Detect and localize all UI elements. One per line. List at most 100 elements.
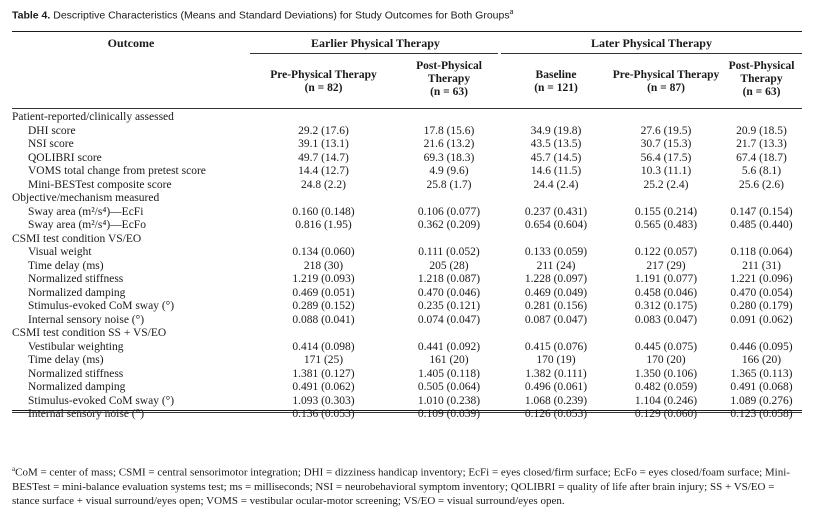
table-cell: 45.7 (14.5)	[530, 151, 582, 164]
table-cell: 5.6 (8.1)	[741, 165, 782, 177]
section-label: CSMI test condition SS + VS/EO	[12, 327, 167, 339]
table-cell: 34.9 (19.8)	[530, 124, 582, 137]
table-cell: 0.109 (0.039)	[417, 408, 481, 420]
row-label: Vestibular weighting	[28, 340, 124, 353]
table-cell: 1.381 (0.127)	[292, 367, 355, 380]
table-cell: 0.122 (0.057)	[634, 246, 698, 258]
table-cell: 0.565 (0.483)	[634, 219, 698, 231]
col-header-label-line2: Therapy	[740, 73, 783, 85]
table-cell: 4.9 (9.6)	[429, 165, 469, 177]
table-cell: 17.8 (15.6)	[423, 124, 475, 137]
table-cell: 20.9 (18.5)	[736, 124, 787, 137]
table-cell: 24.4 (2.4)	[533, 178, 579, 191]
table-cell: 0.106 (0.077)	[417, 205, 481, 218]
table-cell: 0.470 (0.054)	[730, 286, 793, 299]
row-label: Normalized damping	[28, 286, 126, 299]
table-cell: 170 (19)	[536, 354, 576, 366]
row-label: Normalized stiffness	[28, 273, 124, 285]
section-label: Patient-reported/clinically assessed	[12, 111, 174, 123]
table-cell: 0.469 (0.049)	[524, 286, 588, 299]
table-cell: 161 (20)	[429, 354, 469, 366]
row-label: Sway area (m²/s⁴)—EcFo	[28, 219, 146, 231]
table-cell: 0.155 (0.214)	[634, 205, 698, 218]
table-cell: 0.505 (0.064)	[417, 381, 481, 393]
table-cell: 69.3 (18.3)	[423, 151, 475, 164]
row-label: Normalized stiffness	[28, 367, 124, 380]
col-header-n: (n = 121)	[534, 82, 578, 94]
table-cell: 27.6 (19.5)	[640, 124, 692, 137]
section-row: CSMI test condition SS + VS/EO	[12, 327, 802, 341]
table-cell: 0.446 (0.095)	[730, 340, 793, 353]
table-row: QOLIBRI score 49.7 (14.7) 69.3 (18.3) 45.7 …	[12, 152, 802, 166]
col-header-later-post: Post-Physical Therapy (n = 63)	[721, 60, 802, 99]
table-cell: 21.6 (13.2)	[423, 138, 475, 150]
table-cell: 25.6 (2.6)	[738, 178, 785, 191]
table-cell: 0.289 (0.152)	[292, 300, 355, 312]
bottom-rule-2	[12, 412, 802, 413]
group-rule-later	[501, 53, 802, 54]
bottom-rule	[12, 410, 802, 411]
table-cell: 0.091 (0.062)	[730, 313, 793, 326]
table-cell: 29.2 (17.6)	[298, 124, 349, 137]
row-label: Normalized damping	[28, 381, 126, 393]
table-cell: 0.088 (0.041)	[292, 313, 355, 326]
table-row: Normalized stiffness 1.219 (0.093) 1.218 (…	[12, 273, 802, 287]
section-label: Objective/mechanism measured	[12, 192, 160, 204]
table-cell: 170 (20)	[646, 354, 686, 366]
table-cell: 211 (24)	[536, 259, 576, 272]
table-row: Vestibular weighting 0.414 (0.098) 0.441 (…	[12, 341, 802, 355]
group-header-later: Later Physical Therapy	[591, 36, 712, 50]
table-cell: 0.654 (0.604)	[524, 219, 588, 231]
table-cell: 1.228 (0.097)	[524, 273, 588, 285]
table-cell: 25.2 (2.4)	[643, 178, 689, 191]
table-cell: 0.111 (0.052)	[418, 246, 480, 258]
col-header-label: Pre-Physical Therapy	[270, 69, 377, 81]
table-row: Normalized damping 0.469 (0.051) 0.470 (0.…	[12, 287, 802, 301]
table-row: Internal sensory noise (°) 0.088 (0.041) 0…	[12, 314, 802, 328]
col-header-label: Post-Physical	[728, 60, 795, 72]
section-row: Patient-reported/clinically assessed	[12, 111, 802, 125]
table-cell: 171 (25)	[303, 354, 344, 366]
col-header-later-baseline: Baseline (n = 121)	[501, 69, 611, 95]
caption-footnote-marker: a	[509, 9, 514, 16]
table-row: Time delay (ms) 218 (30) 205 (28) 211 (24) 2…	[12, 260, 802, 274]
section-row: CSMI test condition VS/EO	[12, 233, 802, 247]
col-header-later-pre: Pre-Physical Therapy (n = 87)	[593, 69, 739, 95]
col-header-label: Post-Physical	[416, 60, 482, 72]
table-cell: 0.087 (0.047)	[524, 313, 588, 326]
table-cell: 211 (31)	[742, 259, 781, 272]
outcome-header: Outcome	[107, 36, 155, 50]
table-cell: 1.089 (0.276)	[730, 394, 793, 407]
table-cell: 0.118 (0.064)	[730, 246, 793, 258]
table-cell: 1.068 (0.239)	[524, 394, 588, 407]
table-cell: 14.4 (12.7)	[298, 165, 349, 177]
section-row: Objective/mechanism measured	[12, 192, 802, 206]
table-cell: 0.083 (0.047)	[634, 313, 698, 326]
table-cell: 0.415 (0.076)	[524, 340, 588, 353]
table-cell: 0.160 (0.148)	[292, 205, 355, 218]
top-rule	[12, 31, 802, 32]
table-cell: 1.218 (0.087)	[417, 273, 481, 285]
group-rule-earlier	[250, 53, 498, 54]
table-cell: 56.4 (17.5)	[640, 151, 692, 164]
table-cell: 0.496 (0.061)	[524, 381, 588, 393]
table-row: Normalized damping 0.491 (0.062) 0.505 (0.…	[12, 381, 802, 395]
table-cell: 25.8 (1.7)	[426, 178, 472, 191]
table-cell: 217 (29)	[646, 259, 686, 272]
col-header-label-line2: Therapy	[427, 73, 471, 85]
group-header-earlier: Earlier Physical Therapy	[311, 36, 440, 50]
table-cell: 43.5 (13.5)	[530, 138, 582, 150]
table-row: Stimulus-evoked CoM sway (°) 1.093 (0.303…	[12, 395, 802, 409]
table-cell: 10.3 (11.1)	[640, 165, 692, 177]
row-label: DHI score	[28, 124, 76, 137]
table-cell: 205 (28)	[429, 259, 469, 272]
table-cell: 0.445 (0.075)	[634, 340, 698, 353]
table-cell: 1.010 (0.238)	[417, 394, 481, 407]
row-label: Visual weight	[28, 246, 92, 258]
col-header-earlier-pre: Pre-Physical Therapy (n = 82)	[250, 69, 397, 95]
table-cell: 0.485 (0.440)	[730, 219, 793, 231]
table-row: Visual weight 0.134 (0.060) 0.111 (0.052) 0…	[12, 246, 802, 260]
row-label: Stimulus-evoked CoM sway (°)	[28, 394, 175, 407]
table-cell: 24.8 (2.2)	[300, 178, 347, 191]
table-row: VOMS total change from pretest score 14.4…	[12, 165, 802, 179]
